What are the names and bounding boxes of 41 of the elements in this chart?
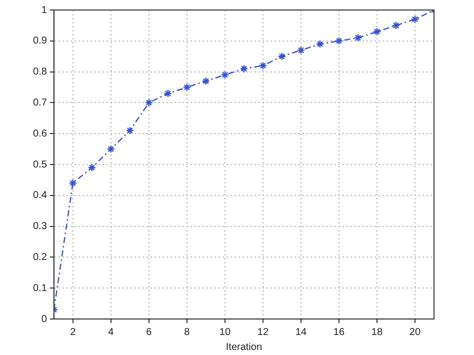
point — [410, 15, 420, 24]
y-tick-label: 0.8 — [32, 66, 48, 78]
y-tick-label: 0.4 — [32, 190, 48, 202]
x-tick-label: 16 — [333, 326, 345, 338]
y-tick-label: 0.3 — [32, 221, 48, 232]
x-tick-label: 2 — [70, 326, 76, 338]
x-tick-label: 18 — [371, 326, 383, 338]
x-tick-label: 14 — [295, 326, 307, 338]
point — [372, 28, 382, 36]
point — [354, 34, 362, 42]
point — [68, 178, 78, 188]
x-tick-label: 20 — [409, 326, 421, 338]
point — [258, 62, 268, 70]
point — [220, 70, 230, 79]
y-tick-label: 0.6 — [32, 128, 48, 140]
x-tick-label: 8 — [184, 326, 190, 338]
x-axis-title: Iteration — [226, 342, 262, 353]
point — [106, 144, 116, 154]
point — [144, 98, 154, 107]
point — [202, 76, 210, 86]
y-tick-label: 1 — [41, 4, 48, 16]
point — [88, 163, 96, 172]
y-tick-label: 0.9 — [32, 36, 48, 47]
x-tick-label: 10 — [219, 326, 231, 338]
point — [278, 52, 286, 60]
x-tick-label: 6 — [146, 326, 152, 338]
point — [164, 89, 172, 98]
point — [182, 83, 192, 92]
point — [316, 40, 324, 48]
point — [126, 126, 134, 135]
y-tick-label: 0.1 — [32, 282, 48, 294]
y-tick-label: 0.2 — [32, 252, 48, 263]
y-tick-label: 0 — [41, 314, 48, 325]
point — [334, 36, 344, 45]
point — [296, 46, 306, 54]
point — [240, 64, 248, 73]
y-tick-label: 0.7 — [32, 97, 48, 108]
y-tick-label: 0.5 — [32, 159, 48, 170]
x-tick-label: 12 — [257, 326, 269, 338]
point — [392, 21, 400, 30]
x-tick-label: 4 — [108, 326, 114, 338]
